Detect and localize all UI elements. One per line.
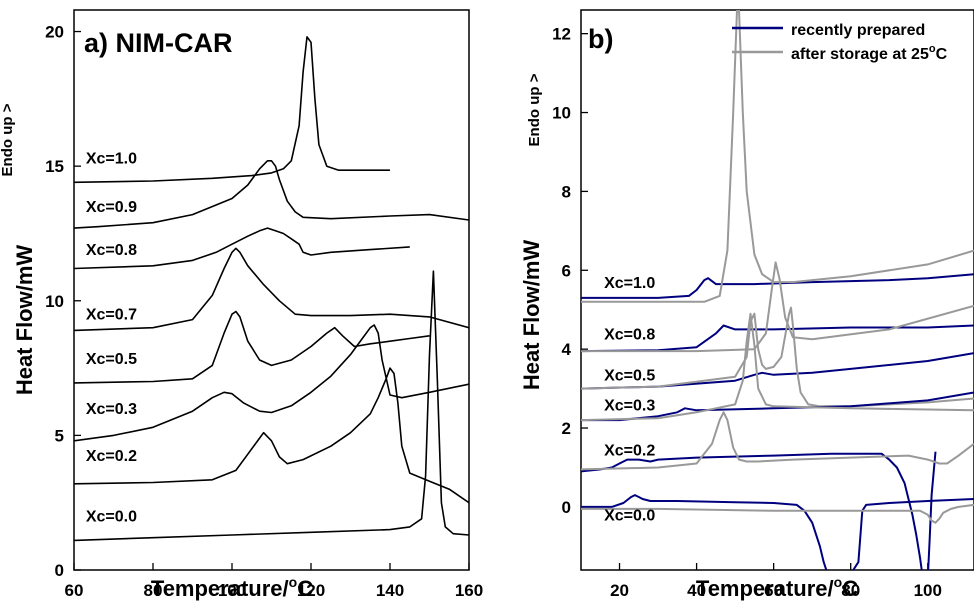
panel-b-xtick-label: 80 [841, 581, 860, 600]
panel-b-ytick-label: 12 [552, 25, 571, 44]
panel-a-xtick-label: 160 [455, 581, 483, 600]
panel-a-xlabel: Temperature/oC [151, 574, 313, 601]
panel-b-series-labels: Xc=1.0 Xc=0.8 Xc=0.5 Xc=0.3 Xc=0.2 Xc=0.0 [604, 275, 655, 525]
legend-label-storage: after storage at 25oC [791, 43, 948, 63]
panel-a-xtick-label: 60 [65, 581, 84, 600]
series-label: Xc=0.0 [604, 508, 655, 525]
series-label: Xc=0.8 [86, 242, 137, 259]
panel-b-ytick-label: 4 [562, 340, 572, 359]
series-label: Xc=0.7 [86, 307, 137, 324]
panel-a-frame [73, 9, 470, 571]
legend-label-recent: recently prepared [791, 22, 925, 39]
panel-b-title: b) [588, 24, 613, 54]
series-line-xc-0-8 [74, 227, 410, 270]
panel-b-xtick-label: 60 [764, 581, 783, 600]
panel-a-axes: 60 80 100 120 140 160 0 5 10 15 20 [45, 23, 483, 600]
panel-a-xtick-label: 140 [376, 581, 404, 600]
series-line-xc-0-5-recently-prepared [581, 352, 974, 390]
panel-a-ytick-label: 10 [45, 292, 64, 311]
panel-a-title: a) NIM-CAR [84, 28, 233, 58]
series-line-xc-0-8-recently-prepared [581, 324, 974, 353]
series-line-xc-0-5 [74, 310, 430, 384]
panel-b-ytick-label: 8 [562, 182, 571, 201]
panel-a-ylabel-top: Endo up > [0, 103, 16, 176]
series-line-xc-0-5-after-storage [581, 306, 974, 408]
panel-b-ylabel-top: Endo up > [526, 73, 543, 146]
series-line-xc-0-3-after-storage [581, 312, 974, 422]
panel-b-xtick-label: 20 [610, 581, 629, 600]
series-line-xc-1-0 [74, 36, 390, 184]
series-label: Xc=0.3 [86, 401, 137, 418]
panel-a-xtick-label: 100 [218, 581, 246, 600]
series-label: Xc=0.3 [604, 397, 655, 414]
panel-a-xtick-label: 120 [297, 581, 325, 600]
panel-b-xlabel: Temperature/oC [696, 574, 858, 601]
panel-b-ytick-label: 6 [562, 261, 571, 280]
series-line-xc-0-2-after-storage [581, 411, 974, 471]
series-line-xc-1-0-after-storage [581, 10, 974, 303]
series-label: Xc=0.9 [86, 199, 137, 216]
series-line-xc-1-0-recently-prepared [581, 273, 974, 299]
legend: recently prepared after storage at 25oC [732, 22, 948, 63]
panel-a-ytick-label: 0 [55, 561, 64, 580]
panel-a-ytick-label: 20 [45, 23, 64, 42]
series-line-xc-0-0-after-storage [581, 503, 974, 524]
panel-a-ytick-label: 15 [45, 157, 64, 176]
series-line-xc-0-7 [74, 247, 469, 332]
series-label: Xc=0.8 [604, 326, 655, 343]
series-label: Xc=0.5 [86, 351, 137, 368]
series-label: Xc=1.0 [86, 150, 137, 167]
panel-b-xtick-label: 40 [687, 581, 706, 600]
series-line-xc-0-3 [74, 324, 469, 442]
panel-a-ytick-label: 5 [55, 426, 64, 445]
series-label: Xc=0.0 [86, 509, 137, 526]
series-line-xc-0-9 [74, 160, 469, 229]
series-label: Xc=0.2 [86, 448, 137, 465]
panel-b-ytick-label: 0 [562, 498, 571, 517]
series-line-xc-0-0 [74, 270, 469, 542]
panel-b-frame [580, 9, 974, 571]
panel-b-xtick-label: 100 [914, 581, 942, 600]
panel-a-xtick-label: 80 [144, 581, 163, 600]
panel-a-ylabel: Heat Flow/mW [12, 245, 37, 396]
panel-b-ytick-label: 2 [562, 419, 571, 438]
panel-b-ylabel: Heat Flow/mW [519, 240, 544, 391]
series-line-xc-0-2 [74, 367, 469, 504]
series-label: Xc=1.0 [604, 275, 655, 292]
panel-b-ytick-label: 10 [552, 104, 571, 123]
panel-a-series: Xc=1.0 Xc=0.9 Xc=0.8 Xc=0.7 Xc=0.5 Xc=0.3 Xc=0… [74, 36, 469, 542]
panel-b-series [581, 10, 974, 570]
series-label: Xc=0.2 [604, 443, 655, 460]
series-line-xc-0-8-after-storage [581, 261, 974, 353]
series-label: Xc=0.5 [604, 368, 655, 385]
panel-b-axes: 20 40 60 80 100 0 2 4 6 8 10 12 [552, 25, 942, 600]
